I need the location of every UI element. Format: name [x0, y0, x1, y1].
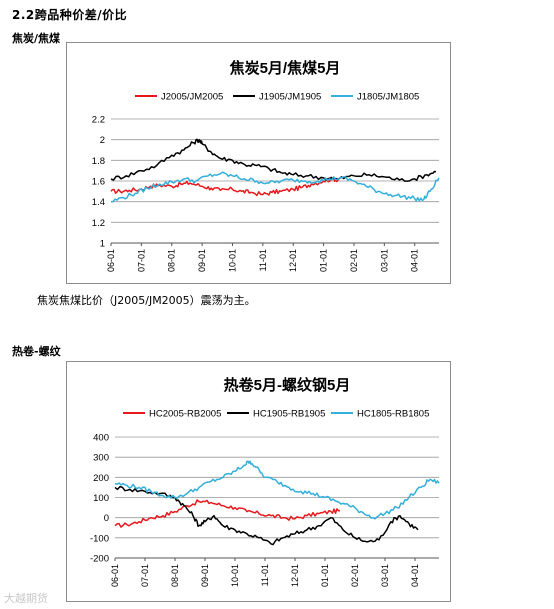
hc-rb-ytick-4: 200	[93, 473, 109, 484]
hc-rb-title: 热卷5月-螺纹钢5月	[224, 376, 351, 394]
hc-rb-ytick-2: 0	[104, 513, 109, 524]
hc-rb-ytick-1: -100	[90, 533, 109, 544]
chart-coke-coal: 焦炭5月/焦煤5月 J2005/JM2005 J1905/JM1905 J1805/J…	[66, 42, 451, 284]
hc-rb-legend-label-2: HC1805-RB1805	[357, 409, 429, 420]
hc-rb-ytick-0: -200	[90, 554, 109, 565]
hc-rb-legend-label-1: HC1905-RB1905	[253, 409, 325, 420]
hc-rb-legend-label-0: HC2005-RB2005	[149, 409, 221, 420]
hc-rb-ytick-6: 400	[93, 433, 109, 444]
hc-rb-series-line-2	[114, 460, 440, 520]
coke-coal-ytick-2: 1.4	[92, 197, 105, 208]
coke-coal-xtick-0: 06-01	[106, 249, 116, 272]
hc-rb-xtick-5: 11-01	[260, 564, 270, 586]
coke-coal-ytick-1: 1.2	[92, 218, 105, 229]
subsection-title-hc-rb: 热卷-螺纹	[12, 345, 61, 358]
coke-coal-ytick-5: 2	[100, 135, 105, 146]
coke-coal-xtick-4: 10-01	[227, 249, 237, 272]
hc-rb-xtick-10: 04-01	[410, 564, 420, 587]
hc-rb-xtick-4: 10-01	[230, 564, 240, 587]
coke-coal-ytick-3: 1.6	[92, 177, 105, 188]
chart-hc-rb: 热卷5月-螺纹钢5月 HC2005-RB2005 HC1905-RB1905 HC18…	[66, 361, 451, 602]
coke-coal-xtick-3: 09-01	[197, 249, 207, 272]
hc-rb-series-line-0	[114, 499, 341, 528]
hc-rb-xtick-0: 06-01	[110, 564, 120, 587]
coke-coal-legend-label-2: J1805/JM1805	[357, 92, 419, 103]
coke-coal-series-line-1	[110, 138, 437, 182]
hc-rb-xtick-3: 09-01	[200, 564, 210, 587]
coke-coal-xtick-7: 01-01	[319, 249, 329, 272]
coke-coal-xtick-10: 04-01	[410, 249, 420, 272]
hc-rb-xtick-2: 08-01	[170, 564, 180, 587]
coke-coal-xtick-2: 08-01	[167, 249, 177, 272]
coke-coal-ytick-4: 1.8	[92, 156, 105, 167]
subsection-title-coke-coal: 焦炭/焦煤	[12, 32, 61, 45]
coke-coal-xtick-1: 07-01	[136, 249, 146, 272]
coke-coal-series-line-0	[110, 176, 339, 197]
chart-note: 焦炭焦煤比价（J2005/JM2005）震荡为主。	[37, 294, 256, 307]
hc-rb-xtick-8: 02-01	[350, 564, 360, 587]
coke-coal-series-line-2	[110, 171, 440, 203]
coke-coal-ytick-0: 1	[100, 239, 105, 250]
coke-coal-ytick-6: 2.2	[92, 115, 105, 126]
watermark-text: 大越期货	[4, 592, 48, 605]
coke-coal-legend-label-0: J2005/JM2005	[161, 92, 223, 103]
hc-rb-xtick-1: 07-01	[140, 564, 150, 587]
section-title: 2.2跨品种价差/价比	[12, 8, 128, 22]
coke-coal-legend-label-1: J1905/JM1905	[259, 92, 321, 103]
hc-rb-series-line-1	[114, 485, 419, 546]
hc-rb-ytick-5: 300	[93, 453, 109, 464]
hc-rb-xtick-7: 01-01	[320, 564, 330, 587]
hc-rb-ytick-3: 100	[93, 493, 109, 504]
chart-hc-rb-svg: 热卷5月-螺纹钢5月 HC2005-RB2005 HC1905-RB1905 HC18…	[90, 376, 440, 587]
hc-rb-xtick-6: 12-01	[290, 564, 300, 587]
coke-coal-xtick-8: 02-01	[349, 249, 359, 272]
hc-rb-xtick-9: 03-01	[380, 564, 390, 587]
coke-coal-xtick-5: 11-01	[258, 249, 268, 271]
chart-coke-coal-svg: 焦炭5月/焦煤5月 J2005/JM2005 J1905/JM1905 J1805/J…	[92, 59, 440, 272]
coke-coal-xtick-6: 12-01	[288, 249, 298, 272]
coke-coal-title: 焦炭5月/焦煤5月	[229, 59, 341, 77]
coke-coal-xtick-9: 03-01	[379, 249, 389, 272]
